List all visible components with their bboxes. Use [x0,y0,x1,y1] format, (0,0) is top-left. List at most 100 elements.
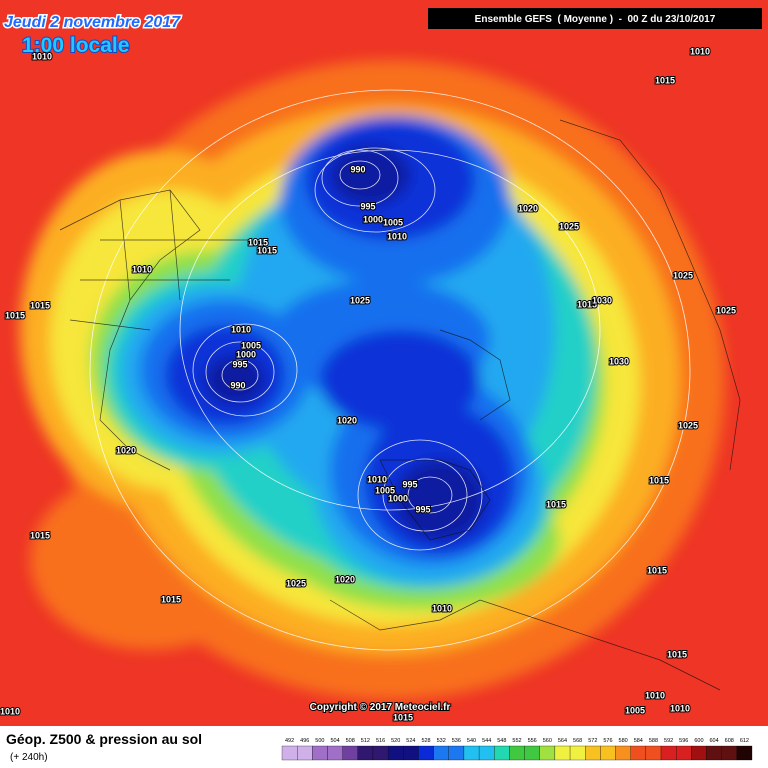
run-box [428,8,762,29]
isobar-label: 995 [232,359,247,369]
scale-swatch [736,745,753,761]
isobar-label: 1010 [670,703,690,713]
scale-swatch [342,745,358,761]
scale-swatch [509,745,525,761]
isobar-label: 1010 [132,264,152,274]
isobar-label: 1015 [649,475,669,485]
scale-swatch [297,745,313,761]
scale-swatch [478,745,495,761]
isobar-label: 1015 [248,237,268,247]
isobar-label: 1005 [625,705,645,715]
scale-label: 556 [528,738,537,744]
scale-swatch [539,745,556,761]
scale-swatch [387,745,404,761]
scale-label: 580 [619,738,628,744]
scale-label: 564 [558,738,567,744]
scale-swatch [615,745,631,761]
scale-swatch [600,745,616,761]
isobar-label: 1020 [335,574,355,584]
legend-title: Géop. Z500 & pression au sol [6,731,202,747]
scale-label: 524 [406,738,415,744]
scale-label: 548 [497,738,506,744]
height-band [320,330,480,430]
isobar [357,439,483,551]
scale-swatch [312,745,328,761]
isobar-label: 1015 [655,75,675,85]
isobar [407,476,453,514]
isobar-label: 1025 [678,420,698,430]
isobar-label: 1025 [350,295,370,305]
isobar-label: 1030 [592,295,612,305]
scale-label: 604 [710,738,719,744]
isobar-label: 1015 [5,310,25,320]
isobar [192,323,298,417]
isobar-label: 1015 [577,299,597,309]
scale-label: 544 [482,738,491,744]
scale-label: 608 [725,738,734,744]
isobar-label: 1005 [375,485,395,495]
scale-swatch [706,745,722,761]
scale-swatch [448,745,465,761]
scale-swatch [721,745,737,761]
scale-swatch [630,745,647,761]
coastlines [59,119,741,691]
scale-label: 528 [421,738,430,744]
isobar-label: 990 [230,380,245,390]
height-band [330,145,410,205]
scale-label: 504 [330,738,339,744]
isobar-label: 1020 [116,445,136,455]
isobar-label: 1015 [257,245,277,255]
scale-label: 572 [588,738,597,744]
scale-label: 500 [315,738,324,744]
isobar-label: 1000 [363,214,383,224]
scale-swatch [281,745,298,761]
scale-swatch [691,745,707,761]
scale-label: 512 [361,738,370,744]
scale-swatch [494,745,510,761]
scale-swatch [372,745,389,761]
scale-swatch [418,745,434,761]
scale-label: 536 [452,738,461,744]
scale-label: 516 [376,738,385,744]
scale-swatch [357,745,374,761]
isobar-label: 1010 [690,46,710,56]
scale-label: 540 [467,738,476,744]
scale-swatch [327,745,343,761]
scale-swatch [676,745,692,761]
scale-swatch [403,745,419,761]
height-band [205,355,265,405]
scale-label: 584 [634,738,643,744]
isobar-label: 1010 [387,231,407,241]
isobar-label: 1015 [393,712,413,722]
isobar-label: 1000 [236,349,256,359]
scale-swatch [433,745,449,761]
isobar-label: 995 [415,504,430,514]
date: Jeudi 2 novembre 2017 [4,14,181,31]
lead-time: (+ 240h) [10,752,48,763]
isobar-label: 1020 [337,415,357,425]
isobar-label: 1025 [286,578,306,588]
isobar-label: 990 [350,164,365,174]
isobar-label: 1015 [161,594,181,604]
scale-label: 588 [649,738,658,744]
isobar-label: 1010 [367,474,387,484]
scale-label: 612 [740,738,749,744]
scale-label: 520 [391,738,400,744]
isobar [89,89,691,651]
isobar-label: 1025 [716,305,736,315]
isobar-label: 1025 [673,270,693,280]
scale-swatch [524,745,540,761]
scale-label: 492 [285,738,294,744]
isobar [382,458,468,532]
scale-swatch [463,745,480,761]
isobar-label: 1020 [518,203,538,213]
scale-swatch [554,745,571,761]
isobar-label: 995 [402,479,417,489]
isobar [179,149,601,511]
isobar [221,359,259,391]
isobar-label: 1015 [667,649,687,659]
scale-label: 596 [679,738,688,744]
isobar [205,341,275,403]
scale-swatch [569,745,586,761]
